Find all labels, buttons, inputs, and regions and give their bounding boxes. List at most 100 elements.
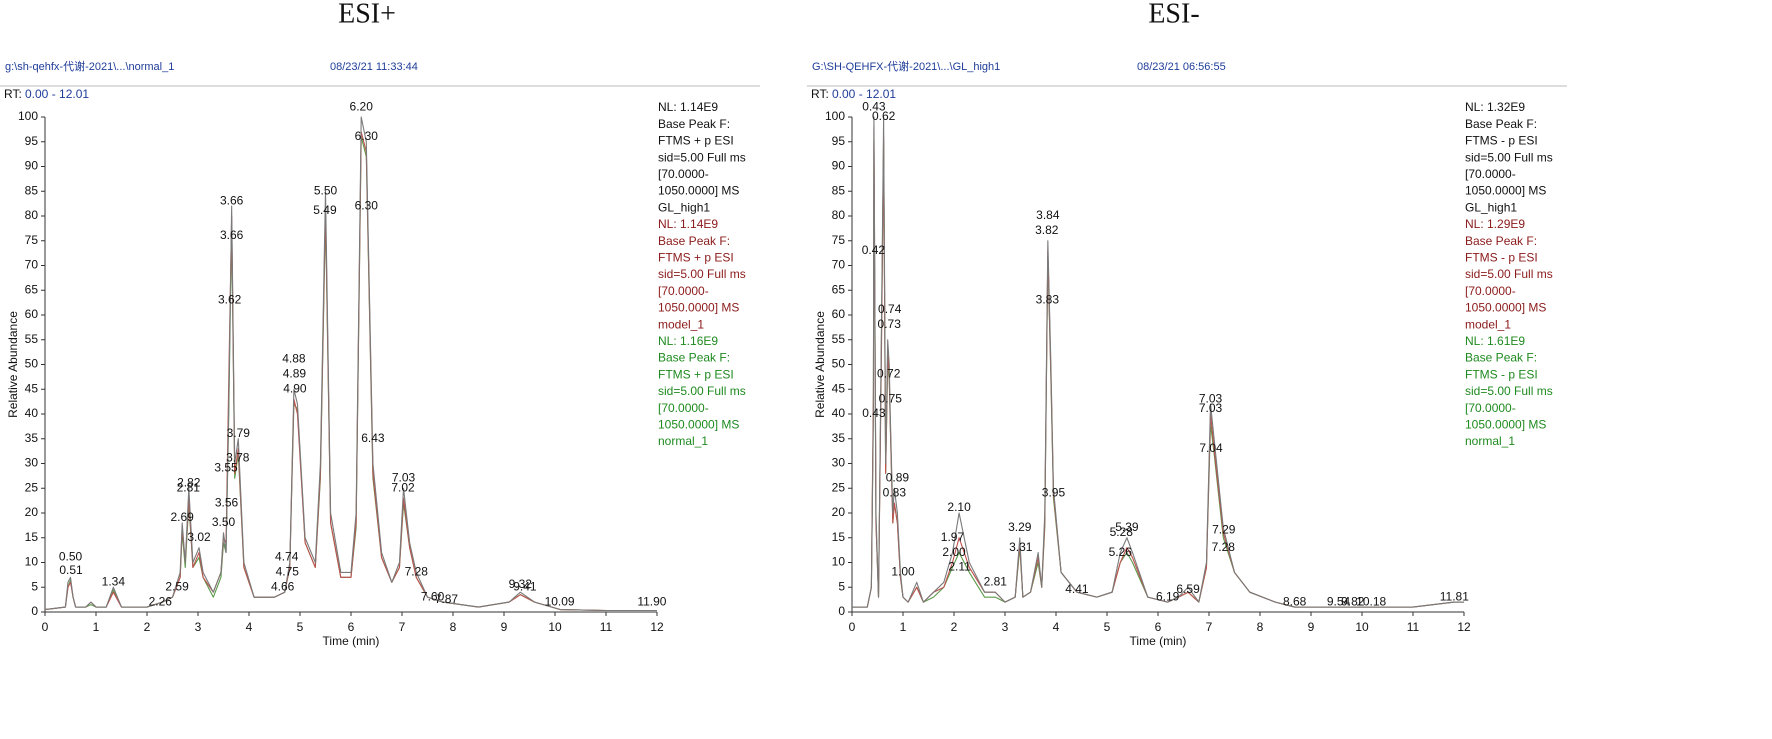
- legend-name: GL_high1: [658, 200, 710, 214]
- scan-info: 1050.0000] MS: [658, 417, 739, 431]
- peak-label: 1.00: [891, 565, 915, 579]
- y-tick-label: 0: [838, 604, 845, 618]
- y-tick-label: 10: [832, 555, 846, 569]
- y-tick-label: 70: [832, 258, 846, 272]
- nl-label: NL: 1.14E9: [658, 217, 718, 231]
- y-tick-label: 85: [25, 183, 39, 197]
- chromatogram-trace: [852, 116, 1464, 608]
- peak-label: 4.88: [282, 352, 306, 366]
- peak-label: 2.26: [149, 594, 173, 608]
- x-tick-label: 0: [42, 620, 49, 634]
- y-tick-label: 55: [832, 332, 846, 346]
- peak-label: 2.69: [171, 510, 195, 524]
- chromatogram-trace: [44, 136, 657, 612]
- peak-label: 6.43: [361, 431, 385, 445]
- y-axis-title: Relative Abundance: [813, 311, 827, 418]
- x-tick-label: 1: [900, 620, 907, 634]
- x-tick-label: 8: [450, 620, 457, 634]
- peak-label: 6.19: [1156, 589, 1180, 603]
- scan-info: FTMS + p ESI: [658, 134, 734, 148]
- file-path: G:\SH-QEHFX-代谢-2021\...\GL_high1: [812, 59, 1000, 73]
- y-tick-label: 55: [25, 332, 39, 346]
- y-tick-label: 100: [825, 109, 845, 123]
- y-tick-label: 45: [832, 381, 846, 395]
- peak-label: 0.51: [59, 563, 83, 577]
- x-tick-label: 1: [93, 620, 100, 634]
- scan-info: 1050.0000] MS: [1465, 184, 1546, 198]
- peak-label: 3.95: [1042, 485, 1066, 499]
- peak-label: 2.59: [165, 579, 189, 593]
- peak-label: 3.02: [187, 530, 211, 544]
- peak-label: 0.74: [878, 302, 902, 316]
- scan-info: 1050.0000] MS: [658, 184, 739, 198]
- y-tick-label: 95: [25, 134, 39, 148]
- legend-name: model_1: [1465, 317, 1511, 331]
- nl-label: NL: 1.16E9: [658, 334, 718, 348]
- peak-label: 2.11: [948, 560, 971, 574]
- y-axis-title: Relative Abundance: [6, 311, 20, 418]
- scan-info: Base Peak F:: [1465, 234, 1537, 248]
- scan-info: sid=5.00 Full ms: [1465, 267, 1553, 281]
- x-tick-label: 7: [1206, 620, 1213, 634]
- y-tick-label: 30: [25, 456, 39, 470]
- peak-label: 3.50: [212, 515, 236, 529]
- scan-info: Base Peak F:: [1465, 117, 1537, 131]
- peak-label: 3.79: [227, 426, 251, 440]
- x-tick-label: 12: [1457, 620, 1471, 634]
- y-tick-label: 40: [25, 406, 39, 420]
- peak-label: 4.75: [276, 565, 300, 579]
- peak-label: 7.28: [1212, 540, 1236, 554]
- peak-label: 3.83: [1036, 292, 1060, 306]
- peak-label: 0.43: [862, 406, 886, 420]
- peak-label: 10.09: [545, 594, 575, 608]
- x-tick-label: 5: [297, 620, 304, 634]
- peak-label: 6.30: [355, 198, 379, 212]
- peak-label: 4.74: [275, 550, 299, 564]
- peak-label: 7.87: [435, 592, 459, 606]
- legend-name: model_1: [658, 317, 704, 331]
- peak-label: 6.30: [355, 129, 379, 143]
- peak-label: 5.49: [313, 203, 337, 217]
- y-tick-label: 60: [25, 307, 39, 321]
- y-tick-label: 80: [25, 208, 39, 222]
- peak-label: 6.59: [1176, 582, 1200, 596]
- file-path: g:\sh-qehfx-代谢-2021\...\normal_1: [5, 59, 174, 73]
- legend-name: normal_1: [658, 434, 708, 448]
- x-tick-label: 4: [246, 620, 253, 634]
- x-tick-label: 12: [650, 620, 664, 634]
- scan-info: [70.0000-: [658, 284, 709, 298]
- scan-info: [70.0000-: [658, 167, 709, 181]
- peak-label: 5.28: [1110, 525, 1134, 539]
- peak-label: 7.28: [405, 565, 429, 579]
- scan-info: [70.0000-: [1465, 167, 1516, 181]
- peak-label: 3.62: [218, 292, 242, 306]
- y-tick-label: 40: [832, 406, 846, 420]
- peak-label: 7.29: [1212, 522, 1236, 536]
- y-tick-label: 35: [25, 431, 39, 445]
- peak-label: 0.83: [883, 485, 907, 499]
- peak-label: 0.43: [862, 99, 886, 113]
- peak-label: 3.66: [220, 193, 244, 207]
- y-tick-label: 35: [832, 431, 846, 445]
- peak-label: 3.31: [1009, 540, 1033, 554]
- scan-info: sid=5.00 Full ms: [1465, 150, 1553, 164]
- peak-label: 7.03: [1199, 391, 1223, 405]
- y-tick-label: 60: [832, 307, 846, 321]
- x-tick-label: 10: [548, 620, 562, 634]
- y-tick-label: 5: [838, 579, 845, 593]
- nl-label: NL: 1.61E9: [1465, 334, 1525, 348]
- x-tick-label: 2: [951, 620, 958, 634]
- nl-label: NL: 1.14E9: [658, 100, 718, 114]
- y-tick-label: 0: [31, 604, 38, 618]
- peak-label: 5.26: [1109, 545, 1133, 559]
- peak-label: 11.90: [637, 594, 666, 608]
- peak-label: 3.78: [226, 451, 250, 465]
- peak-label: 1.34: [102, 574, 126, 588]
- y-tick-label: 5: [31, 579, 38, 593]
- x-tick-label: 5: [1104, 620, 1111, 634]
- panel-title: ESI-: [1148, 0, 1199, 29]
- peak-label: 0.62: [872, 109, 896, 123]
- y-tick-label: 65: [25, 282, 39, 296]
- scan-info: [70.0000-: [1465, 401, 1516, 415]
- peak-label: 3.56: [215, 495, 239, 509]
